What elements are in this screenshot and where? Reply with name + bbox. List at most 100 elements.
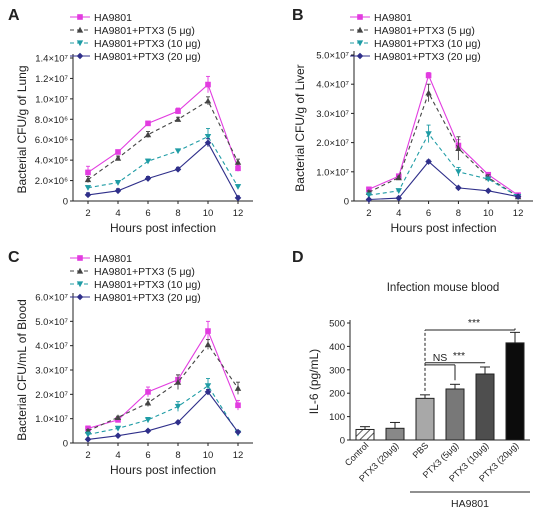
- series-3: [84, 388, 242, 443]
- x-axis-label: Hours post infection: [110, 221, 216, 235]
- data-point: [425, 72, 432, 79]
- y-tick-label: 0: [340, 436, 345, 447]
- series-2: [84, 378, 242, 438]
- data-point: [234, 158, 242, 165]
- data-point: [174, 378, 182, 385]
- y-tick-label: 1.4×10⁷: [35, 54, 68, 65]
- y-tick-label: 4.0×10⁷: [35, 341, 68, 352]
- legend-label: HA9801+PTX3 (10 μg): [94, 279, 201, 291]
- data-point: [514, 193, 522, 200]
- x-tick-label: 10: [203, 208, 214, 219]
- data-point: [204, 97, 212, 104]
- y-tick-label: 300: [329, 365, 345, 376]
- y-tick-label: 2.0×10⁶: [35, 176, 68, 187]
- data-point: [174, 403, 182, 410]
- data-point: [144, 399, 152, 406]
- legend-label: HA9801+PTX3 (20 μg): [94, 292, 201, 304]
- panel-letter: C: [8, 249, 20, 266]
- series-line: [87, 141, 239, 199]
- data-point: [234, 184, 242, 190]
- x-tick-label: 6: [145, 208, 150, 219]
- legend-label: HA9801: [374, 12, 412, 24]
- series-line: [87, 391, 239, 440]
- y-tick-label: 6.0×10⁶: [35, 135, 68, 146]
- legend-label: HA9801+PTX3 (5 μg): [94, 25, 195, 37]
- series-3: [365, 158, 522, 203]
- x-tick-label: 12: [233, 450, 244, 461]
- panel-letter: D: [292, 249, 304, 266]
- data-point: [485, 176, 492, 183]
- data-point: [115, 149, 121, 155]
- legend-marker: [77, 255, 83, 261]
- y-tick-label: 4.0×10⁶: [35, 156, 68, 167]
- y-tick-label: 3.0×10⁷: [316, 109, 349, 120]
- legend-marker: [76, 52, 84, 60]
- series-line: [368, 132, 519, 198]
- y-tick-label: 0: [63, 439, 68, 450]
- series-line: [368, 73, 519, 196]
- panel-b: B 2 4 6 8 10 12 0 1.0×10⁷ 2.0×10⁷ 3.0×10⁷ 4.0×10⁷ 5.…: [292, 7, 533, 235]
- series-line: [87, 135, 239, 189]
- series-0: [85, 320, 241, 432]
- data-point: [84, 185, 92, 191]
- y-tick-label: 5.0×10⁷: [316, 51, 349, 62]
- x-tick-label: 2: [85, 450, 90, 461]
- x-tick-label: 2: [85, 208, 90, 219]
- data-point: [174, 166, 182, 173]
- y-tick-label: 6.0×10⁷: [35, 293, 68, 304]
- data-point: [114, 414, 122, 421]
- data-point: [144, 175, 152, 182]
- series-3: [84, 138, 242, 202]
- data-point: [174, 419, 182, 426]
- x-tick-label: 8: [175, 450, 180, 461]
- category-label: PBS: [411, 440, 431, 460]
- y-tick-label: 100: [329, 412, 345, 423]
- data-point: [484, 187, 492, 195]
- data-point: [84, 191, 92, 199]
- bar: [505, 342, 525, 441]
- data-point: [174, 148, 182, 155]
- series-0: [85, 75, 241, 179]
- x-tick-label: 4: [115, 208, 120, 219]
- legend-marker: [77, 14, 83, 20]
- x-tick-label: 12: [233, 208, 244, 219]
- data-point: [365, 192, 373, 199]
- data-point: [234, 385, 242, 391]
- series-line: [87, 329, 239, 429]
- data-point: [395, 188, 402, 194]
- legend-marker: [76, 267, 84, 274]
- series-2: [365, 124, 522, 200]
- y-tick-label: 500: [329, 319, 345, 330]
- y-tick-label: 1.0×10⁷: [35, 414, 68, 425]
- data-point: [425, 158, 432, 165]
- x-tick-label: 8: [456, 208, 461, 219]
- data-point: [145, 120, 151, 127]
- legend-marker: [76, 281, 84, 288]
- chart-title: Infection mouse blood: [387, 282, 500, 294]
- legend-marker: [76, 293, 84, 301]
- data-point: [455, 145, 462, 152]
- y-tick-label: 2.0×10⁷: [35, 390, 68, 401]
- y-tick-label: 1.0×10⁷: [316, 167, 349, 178]
- legend-label: HA9801+PTX3 (20 μg): [374, 51, 481, 63]
- legend-marker: [356, 52, 364, 60]
- significance-label: NS: [433, 352, 448, 364]
- bar: [445, 388, 465, 441]
- y-tick-label: 0: [344, 197, 349, 208]
- y-tick-label: 8.0×10⁶: [35, 115, 68, 126]
- bar: [385, 427, 405, 441]
- data-point: [455, 184, 462, 192]
- series-1: [84, 96, 242, 183]
- data-point: [205, 328, 211, 334]
- x-tick-label: 4: [396, 208, 401, 219]
- data-point: [114, 432, 122, 439]
- data-point: [234, 194, 242, 202]
- series-line: [87, 83, 239, 173]
- data-point: [84, 176, 92, 183]
- data-point: [204, 383, 212, 390]
- data-point: [425, 131, 432, 138]
- legend-marker: [76, 26, 84, 33]
- y-tick-label: 400: [329, 342, 345, 353]
